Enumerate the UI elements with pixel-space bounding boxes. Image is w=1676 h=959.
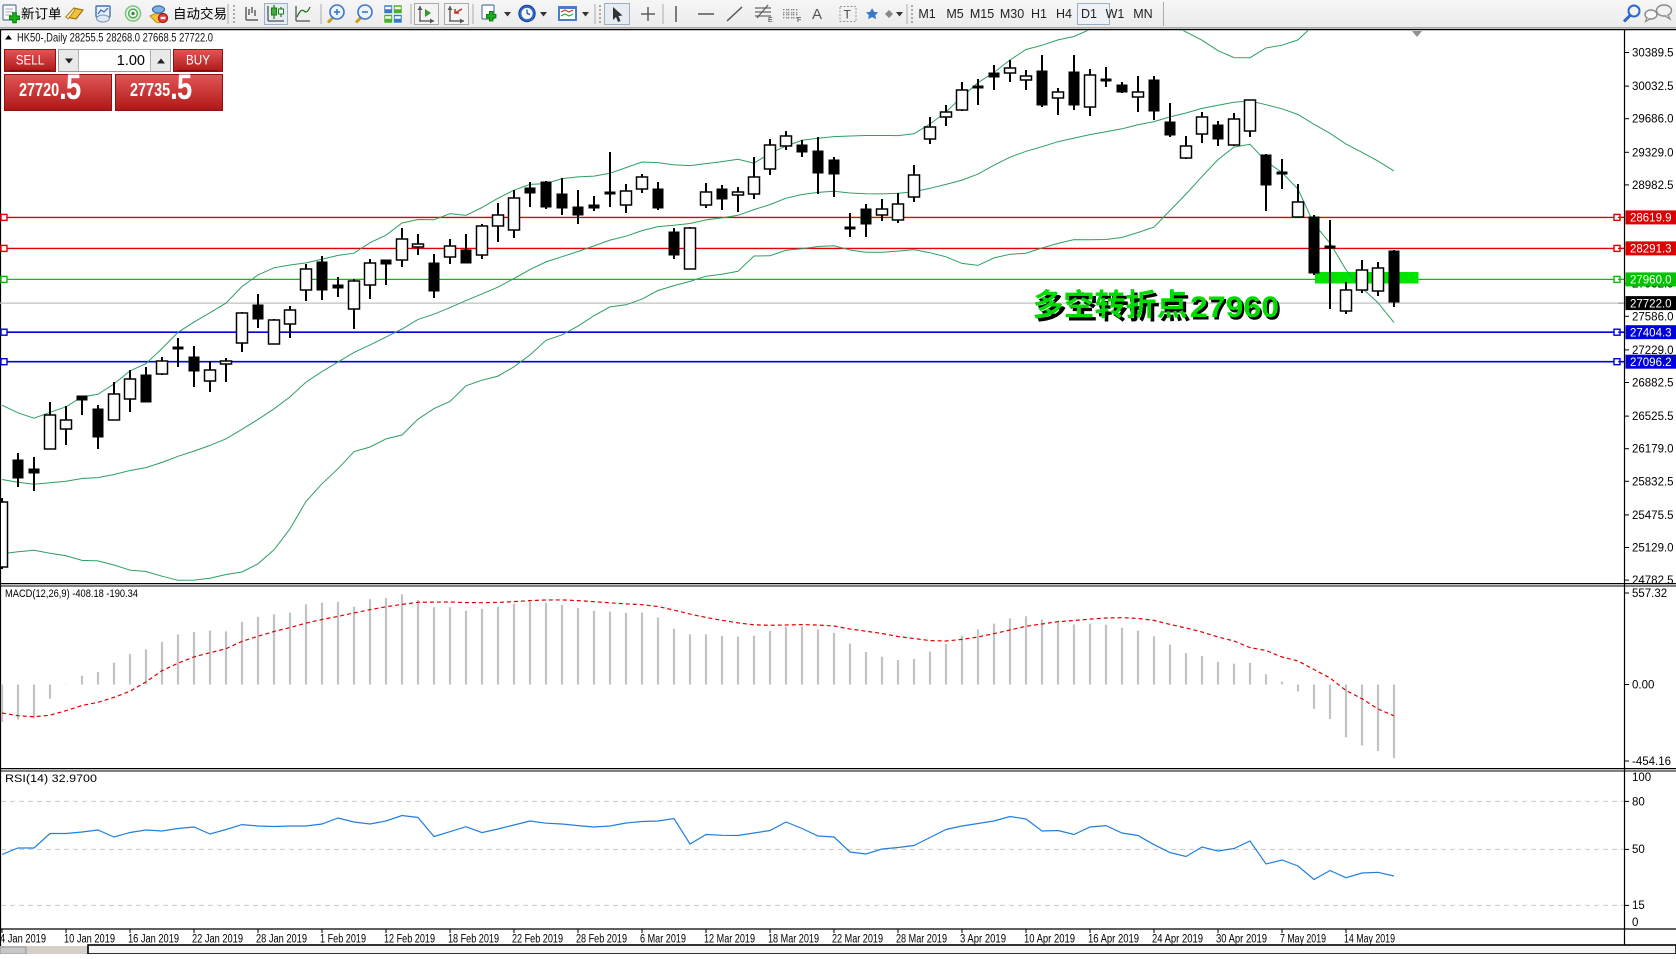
svg-text:27960.0: 27960.0 bbox=[1630, 275, 1672, 287]
svg-text:1 Feb 2019: 1 Feb 2019 bbox=[320, 934, 366, 946]
svg-text:14 May 2019: 14 May 2019 bbox=[1344, 934, 1395, 946]
svg-text:H4: H4 bbox=[1056, 7, 1072, 21]
svg-text:F: F bbox=[797, 17, 801, 24]
svg-text:30 Apr 2019: 30 Apr 2019 bbox=[1216, 934, 1267, 946]
svg-text:24 Apr 2019: 24 Apr 2019 bbox=[1152, 934, 1203, 946]
svg-text:24782.5: 24782.5 bbox=[1632, 575, 1674, 587]
svg-text:16 Apr 2019: 16 Apr 2019 bbox=[1088, 934, 1139, 946]
svg-text:M30: M30 bbox=[1000, 7, 1024, 21]
svg-text:25475.5: 25475.5 bbox=[1632, 510, 1674, 522]
svg-text:28291.3: 28291.3 bbox=[1630, 244, 1672, 256]
svg-text:25129.0: 25129.0 bbox=[1632, 543, 1674, 555]
svg-text:25832.5: 25832.5 bbox=[1632, 476, 1674, 488]
svg-text:M1: M1 bbox=[918, 7, 935, 21]
svg-text:28 Feb 2019: 28 Feb 2019 bbox=[576, 934, 627, 946]
svg-text:29686.0: 29686.0 bbox=[1632, 114, 1674, 126]
svg-text:22 Mar 2019: 22 Mar 2019 bbox=[832, 934, 883, 946]
svg-text:29329.0: 29329.0 bbox=[1632, 147, 1674, 159]
svg-text:12 Mar 2019: 12 Mar 2019 bbox=[704, 934, 755, 946]
svg-text:A: A bbox=[812, 6, 822, 23]
svg-text:27586.0: 27586.0 bbox=[1632, 311, 1674, 323]
svg-text:6 Mar 2019: 6 Mar 2019 bbox=[640, 934, 686, 946]
svg-text:30389.5: 30389.5 bbox=[1632, 48, 1674, 60]
svg-text:HK50-,Daily 28255.5 28268.0 2: HK50-,Daily 28255.5 28268.0 27668.5 2772… bbox=[17, 31, 213, 45]
svg-text:10 Jan 2019: 10 Jan 2019 bbox=[64, 934, 115, 946]
svg-text:7 May 2019: 7 May 2019 bbox=[1280, 934, 1326, 946]
svg-text:28 Mar 2019: 28 Mar 2019 bbox=[896, 934, 947, 946]
svg-text:28982.5: 28982.5 bbox=[1632, 180, 1674, 192]
svg-text:10 Apr 2019: 10 Apr 2019 bbox=[1024, 934, 1075, 946]
svg-text:27960: 27960 bbox=[1190, 291, 1279, 324]
svg-text:MACD(12,26,9) -408.18 -190.34: MACD(12,26,9) -408.18 -190.34 bbox=[5, 588, 138, 600]
svg-text:RSI(14) 32.9700: RSI(14) 32.9700 bbox=[5, 773, 97, 785]
svg-text:-454.16: -454.16 bbox=[1632, 756, 1671, 768]
svg-text:12 Feb 2019: 12 Feb 2019 bbox=[384, 934, 435, 946]
svg-text:26525.5: 26525.5 bbox=[1632, 411, 1674, 423]
svg-text:H1: H1 bbox=[1031, 7, 1047, 21]
svg-text:M5: M5 bbox=[946, 7, 963, 21]
svg-text:50: 50 bbox=[1632, 844, 1645, 856]
svg-text:3 Apr 2019: 3 Apr 2019 bbox=[960, 934, 1006, 946]
svg-text:E: E bbox=[768, 17, 773, 24]
svg-text:30032.5: 30032.5 bbox=[1632, 81, 1674, 93]
svg-text:18 Feb 2019: 18 Feb 2019 bbox=[448, 934, 499, 946]
svg-text:18 Mar 2019: 18 Mar 2019 bbox=[768, 934, 819, 946]
svg-text:MN: MN bbox=[1133, 7, 1152, 21]
svg-text:100: 100 bbox=[1632, 772, 1651, 784]
svg-text:M15: M15 bbox=[970, 7, 994, 21]
svg-text:557.32: 557.32 bbox=[1632, 588, 1667, 600]
svg-text:T: T bbox=[844, 8, 852, 22]
svg-text:16 Jan 2019: 16 Jan 2019 bbox=[128, 934, 179, 946]
svg-text:27096.2: 27096.2 bbox=[1630, 357, 1672, 369]
svg-text:0.00: 0.00 bbox=[1632, 680, 1654, 692]
svg-text:4 Jan 2019: 4 Jan 2019 bbox=[0, 934, 46, 946]
svg-text:15: 15 bbox=[1632, 900, 1645, 912]
svg-text:26882.5: 26882.5 bbox=[1632, 378, 1674, 390]
svg-text:27404.3: 27404.3 bbox=[1630, 327, 1672, 339]
svg-text:0: 0 bbox=[1632, 917, 1638, 929]
svg-text:22 Jan 2019: 22 Jan 2019 bbox=[192, 934, 243, 946]
svg-text:D1: D1 bbox=[1081, 7, 1097, 21]
svg-text:26179.0: 26179.0 bbox=[1632, 444, 1674, 456]
svg-text:27722.0: 27722.0 bbox=[1630, 298, 1672, 310]
svg-text:28619.9: 28619.9 bbox=[1630, 213, 1672, 225]
svg-text:W1: W1 bbox=[1106, 7, 1125, 21]
svg-text:80: 80 bbox=[1632, 797, 1645, 809]
svg-text:28 Jan 2019: 28 Jan 2019 bbox=[256, 934, 307, 946]
svg-text:22 Feb 2019: 22 Feb 2019 bbox=[512, 934, 563, 946]
